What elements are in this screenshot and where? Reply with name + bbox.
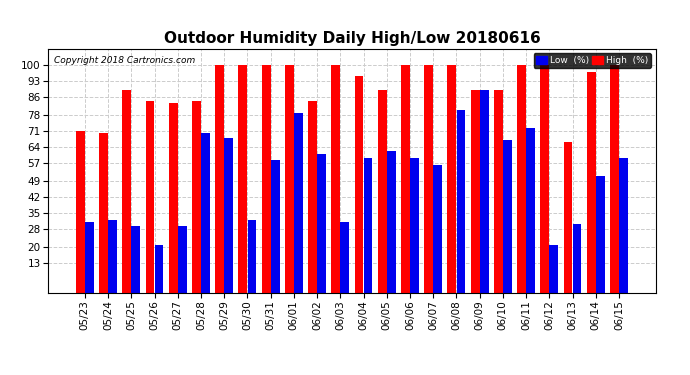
Bar xyxy=(108,220,117,292)
Title: Outdoor Humidity Daily High/Low 20180616: Outdoor Humidity Daily High/Low 20180616 xyxy=(164,31,540,46)
Bar xyxy=(224,138,233,292)
Bar xyxy=(308,101,317,292)
Bar xyxy=(610,65,619,292)
Bar xyxy=(549,244,558,292)
Bar xyxy=(192,101,201,292)
Bar xyxy=(131,226,140,292)
Bar xyxy=(424,65,433,292)
Bar xyxy=(155,244,164,292)
Bar xyxy=(494,90,503,292)
Bar xyxy=(401,65,410,292)
Bar xyxy=(99,133,108,292)
Bar xyxy=(331,65,340,292)
Bar xyxy=(540,65,549,292)
Bar xyxy=(317,153,326,292)
Bar xyxy=(178,226,187,292)
Bar xyxy=(215,65,224,292)
Bar xyxy=(457,110,465,292)
Bar xyxy=(447,65,456,292)
Bar xyxy=(387,151,395,292)
Bar xyxy=(146,101,155,292)
Bar xyxy=(270,160,279,292)
Bar xyxy=(378,90,386,292)
Bar xyxy=(169,104,177,292)
Bar xyxy=(471,90,480,292)
Bar xyxy=(355,76,364,292)
Legend: Low  (%), High  (%): Low (%), High (%) xyxy=(533,53,651,68)
Bar xyxy=(364,158,373,292)
Bar xyxy=(248,220,257,292)
Bar xyxy=(503,140,512,292)
Bar xyxy=(294,112,303,292)
Bar xyxy=(76,131,85,292)
Text: Copyright 2018 Cartronics.com: Copyright 2018 Cartronics.com xyxy=(55,56,196,65)
Bar xyxy=(526,129,535,292)
Bar xyxy=(410,158,419,292)
Bar xyxy=(285,65,294,292)
Bar xyxy=(564,142,573,292)
Bar xyxy=(262,65,270,292)
Bar xyxy=(480,90,489,292)
Bar xyxy=(201,133,210,292)
Bar xyxy=(596,176,604,292)
Bar xyxy=(239,65,247,292)
Bar xyxy=(619,158,628,292)
Bar xyxy=(122,90,131,292)
Bar xyxy=(340,222,349,292)
Bar xyxy=(433,165,442,292)
Bar xyxy=(517,65,526,292)
Bar xyxy=(586,72,595,292)
Bar xyxy=(573,224,582,292)
Bar xyxy=(85,222,94,292)
